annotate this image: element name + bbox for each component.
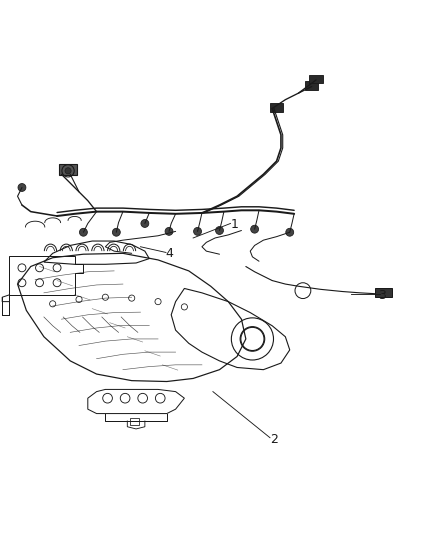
Circle shape xyxy=(65,168,71,174)
Circle shape xyxy=(79,228,87,236)
Text: 1: 1 xyxy=(230,219,238,231)
Circle shape xyxy=(112,228,120,236)
Circle shape xyxy=(250,225,258,233)
FancyBboxPatch shape xyxy=(374,288,391,297)
Circle shape xyxy=(215,227,223,235)
Text: 2: 2 xyxy=(270,432,278,446)
FancyBboxPatch shape xyxy=(309,75,322,84)
Circle shape xyxy=(285,228,293,236)
Text: 4: 4 xyxy=(165,247,173,260)
Circle shape xyxy=(193,228,201,236)
Circle shape xyxy=(165,228,173,236)
Text: 3: 3 xyxy=(377,288,385,302)
Circle shape xyxy=(141,220,148,228)
Circle shape xyxy=(18,183,26,191)
FancyBboxPatch shape xyxy=(304,81,318,90)
FancyBboxPatch shape xyxy=(59,164,77,175)
FancyBboxPatch shape xyxy=(269,103,283,112)
